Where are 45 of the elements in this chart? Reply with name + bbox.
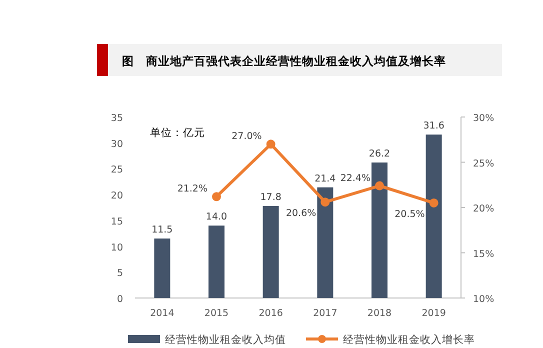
data-label: 17.8 — [260, 192, 282, 203]
x-tick-label: 2017 — [313, 308, 338, 319]
point — [266, 140, 276, 149]
data-label: 27.0% — [232, 131, 262, 142]
bar — [426, 134, 442, 298]
y-tick-label: 10 — [110, 242, 123, 254]
data-label: 31.6 — [423, 120, 444, 132]
point — [375, 181, 384, 190]
y-tick-label: 20 — [110, 190, 123, 202]
x-tick-label: 2019 — [422, 308, 446, 319]
legend-label: 经营性物业租金收入均值 — [165, 333, 286, 346]
bar — [372, 162, 388, 298]
data-label: 14.0 — [206, 212, 228, 223]
y2-tick-label: 20% — [473, 204, 494, 214]
data-label: 20.5% — [394, 208, 425, 220]
y2-tick-label: 15% — [473, 248, 494, 260]
y2-tick-label: 25% — [473, 158, 494, 170]
bar — [208, 226, 224, 298]
y2-tick-label: 30% — [473, 113, 494, 124]
y2-tick-label: 10% — [473, 294, 494, 305]
point — [212, 192, 221, 202]
data-label: 20.6% — [286, 208, 316, 220]
bar — [317, 187, 334, 298]
y-tick-label: 35 — [110, 113, 123, 124]
point — [429, 198, 438, 208]
y-tick-label: 0 — [116, 294, 123, 305]
y-tick-label: 25 — [110, 164, 123, 176]
bar — [262, 206, 279, 298]
x-tick-label: 2018 — [367, 308, 392, 319]
x-tick-label: 2016 — [258, 308, 283, 319]
data-label: 22.4% — [340, 172, 370, 184]
bar — [154, 238, 170, 298]
x-tick-label: 2015 — [204, 308, 229, 319]
x-tick-label: 2014 — [150, 308, 174, 319]
annotation: 单位：亿元 — [150, 126, 205, 139]
data-label: 26.2 — [368, 148, 390, 160]
y-tick-label: 5 — [116, 268, 123, 280]
data-label: 11.5 — [152, 224, 173, 236]
chart-title: 图 商业地产百强代表企业经营性物业租金收入均值及增长率 — [122, 54, 446, 68]
data-label: 21.4 — [314, 173, 336, 184]
data-label: 21.2% — [177, 184, 208, 195]
y-tick-label: 30 — [110, 138, 123, 150]
point — [320, 198, 330, 207]
legend-label: 经营性物业租金收入增长率 — [343, 333, 475, 346]
y-tick-label: 15 — [110, 216, 123, 228]
